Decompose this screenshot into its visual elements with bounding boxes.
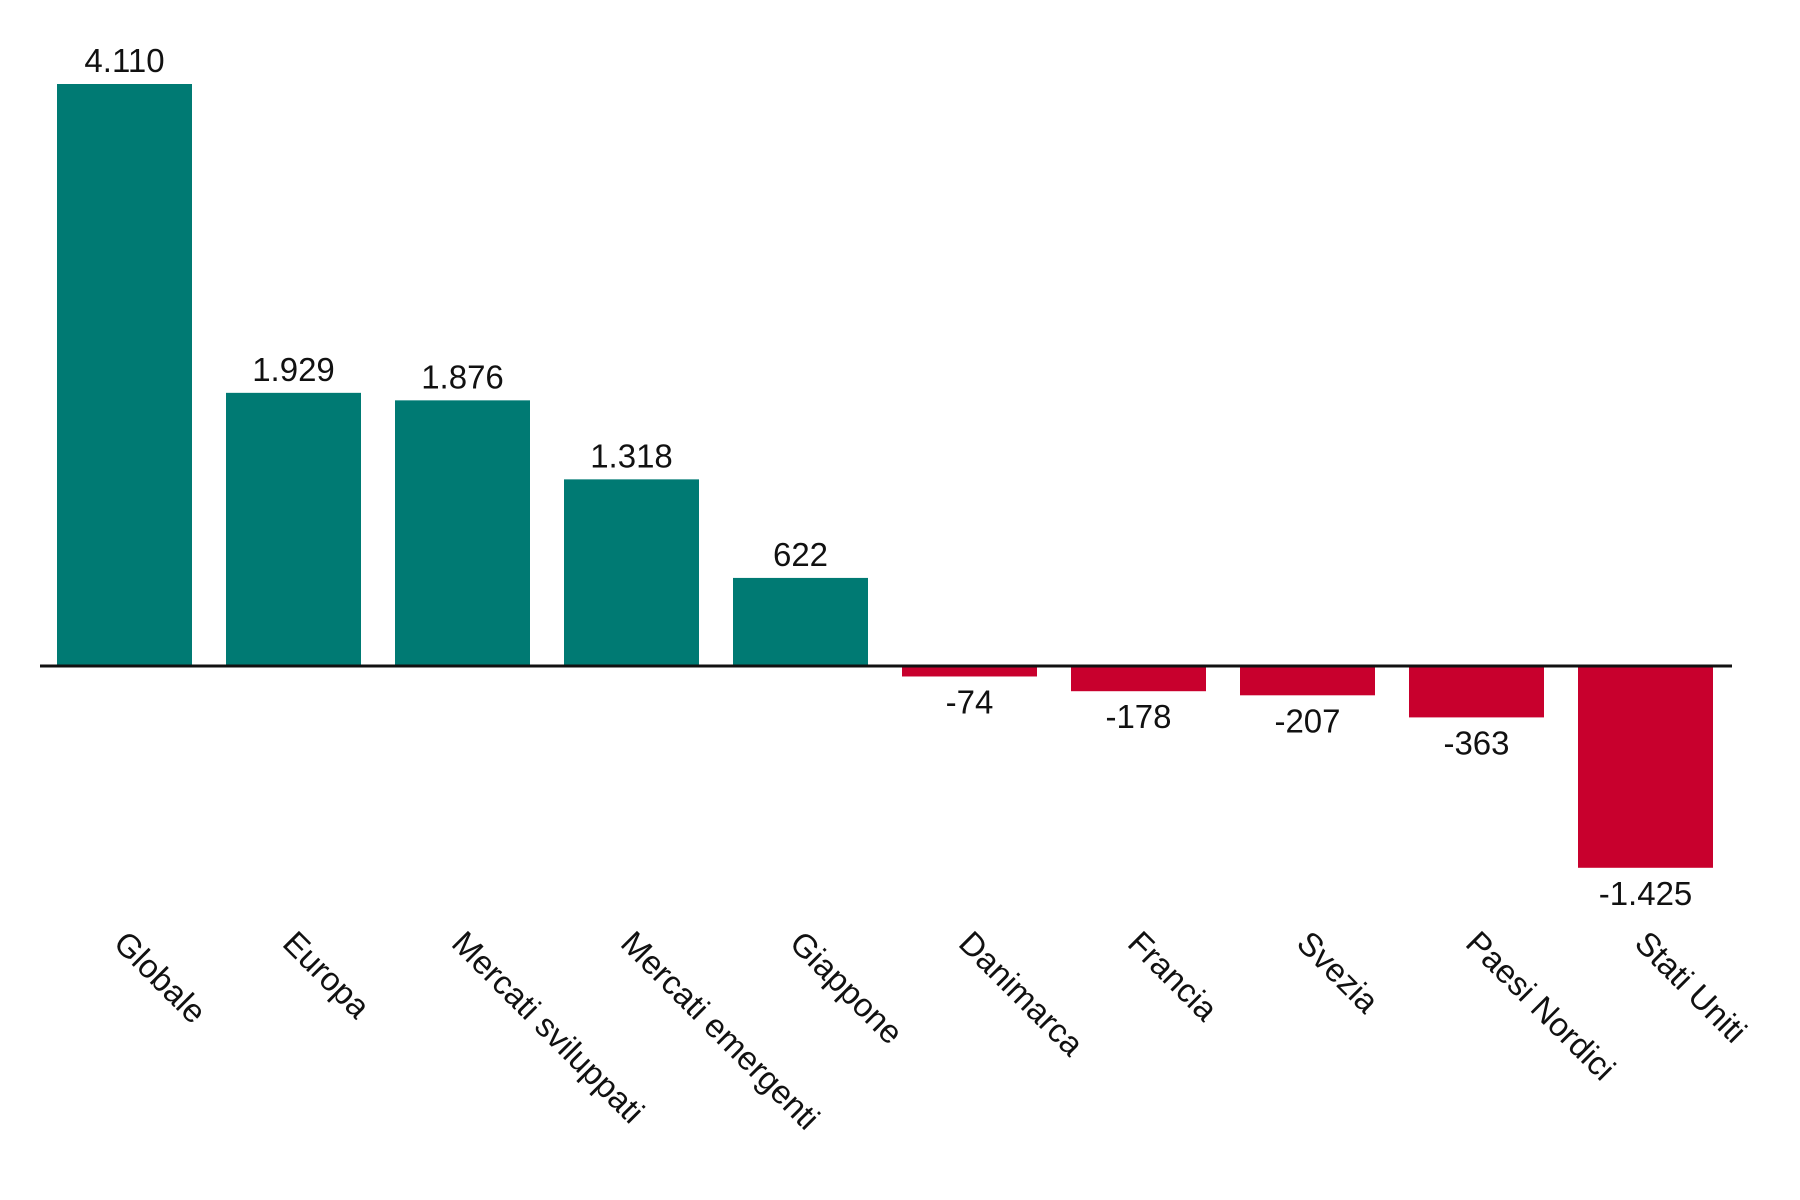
category-label-giappone: Giappone: [783, 924, 910, 1051]
bar-danimarca: [902, 666, 1037, 677]
bar-mercati-sviluppati: [395, 400, 530, 666]
category-label-europa: Europa: [276, 924, 378, 1026]
bar-europa: [226, 392, 361, 666]
category-label-globale: Globale: [107, 924, 214, 1031]
value-label-svezia: -207: [1274, 702, 1340, 739]
category-label-francia: Francia: [1121, 924, 1225, 1028]
value-label-paesi-nordici: -363: [1443, 724, 1509, 761]
value-labels-group: 4.110 1.929 1.876 1.318 622 -74 -178 -207 -363 -1…: [84, 42, 1692, 912]
category-label-svezia: Svezia: [1290, 924, 1387, 1021]
bar-globale: [57, 84, 192, 666]
bar-giappone: [733, 577, 868, 666]
value-label-francia: -178: [1105, 698, 1171, 735]
bar-stati-uniti: [1578, 666, 1713, 868]
value-label-giappone: 622: [773, 536, 828, 573]
bar-francia: [1071, 666, 1206, 692]
bar-paesi-nordici: [1409, 666, 1544, 718]
bar-mercati-emergenti: [564, 479, 699, 666]
value-label-danimarca: -74: [946, 683, 994, 720]
value-label-mercati-sviluppati: 1.876: [421, 358, 504, 395]
category-label-paesi-nordici: Paesi Nordici: [1459, 924, 1623, 1088]
bar-svezia: [1240, 666, 1375, 696]
category-label-danimarca: Danimarca: [952, 924, 1091, 1063]
bars-group: [57, 84, 1713, 868]
value-label-stati-uniti: -1.425: [1599, 875, 1693, 912]
value-label-mercati-emergenti: 1.318: [590, 437, 673, 474]
value-label-globale: 4.110: [84, 42, 164, 79]
value-label-europa: 1.929: [252, 351, 335, 388]
category-label-stati-uniti: Stati Uniti: [1628, 924, 1754, 1050]
